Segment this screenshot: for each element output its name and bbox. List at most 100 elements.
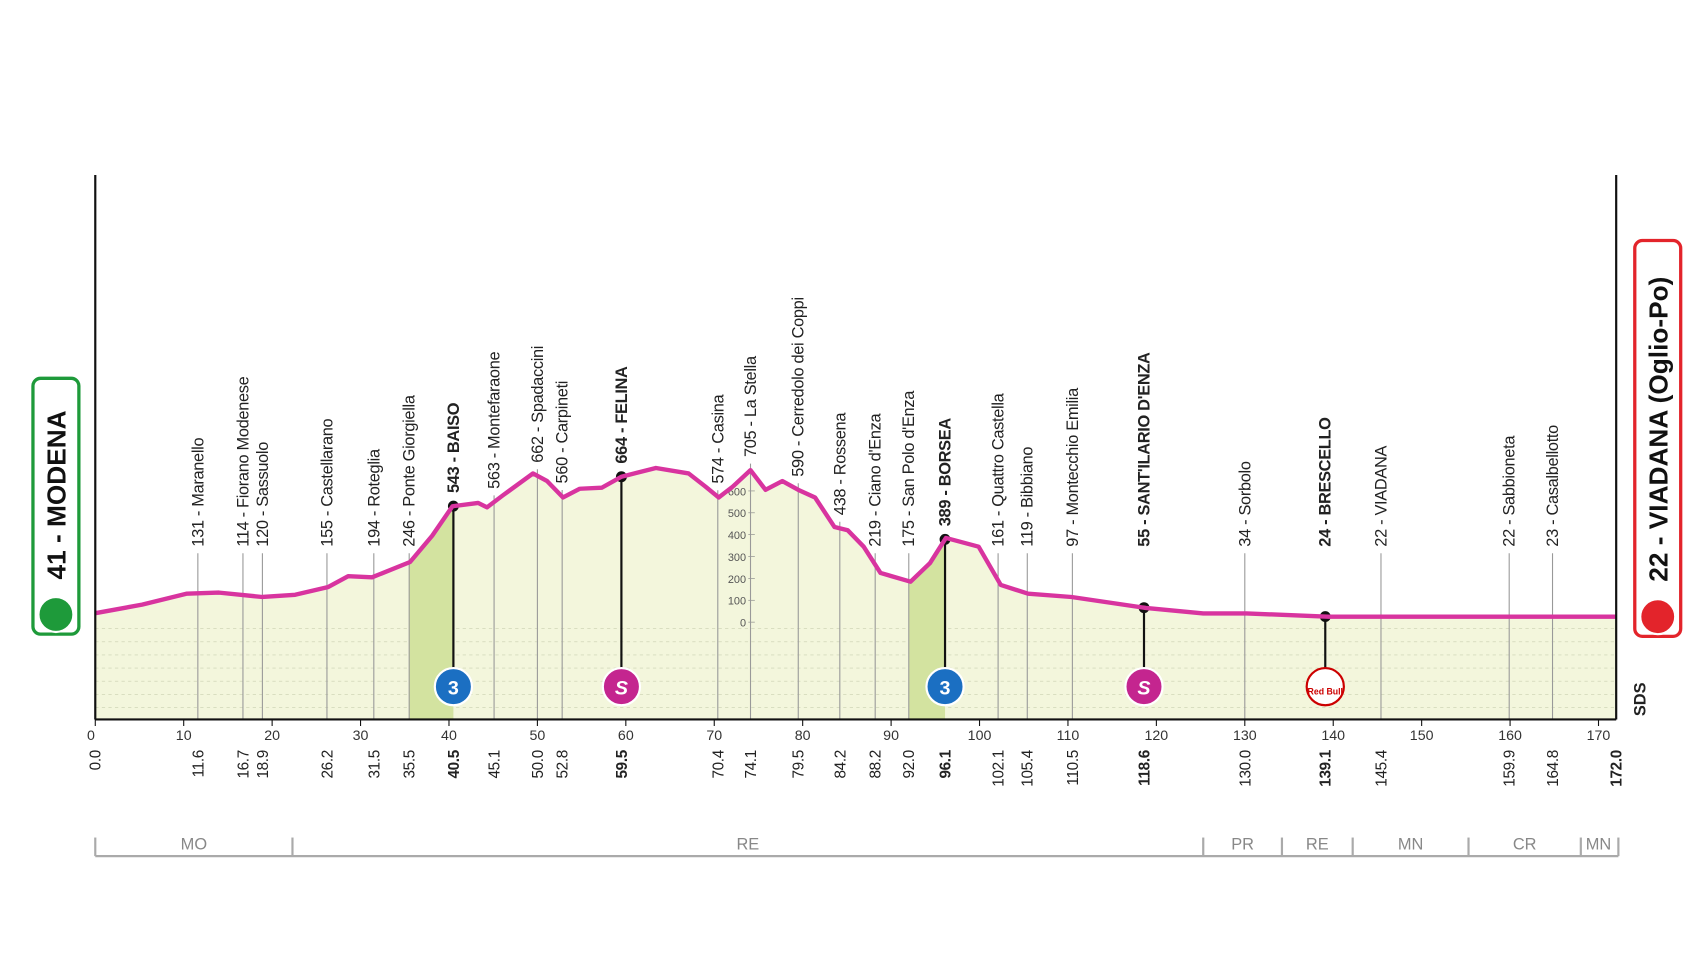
badge-sprint [1124,666,1164,707]
province-label: MN [1586,836,1612,854]
waypoint-label: 560 - Carpineti [554,381,572,484]
waypoint-km-label: 88.2 [868,750,885,778]
waypoint-label: 543 - BAISO [445,402,463,493]
badge-text: S [615,677,628,699]
x-tick-label: 160 [1498,728,1522,744]
start-label: 41 - MODENA [42,410,72,579]
badge-text: Red Bull [1308,686,1343,696]
waypoint-label: 194 - Roteglia [365,448,383,547]
waypoint-label: 55 - SANT'ILARIO D'ENZA [1135,352,1153,547]
waypoint-km-label: 84.2 [832,750,849,778]
waypoint-label: 662 - Spadaccini [529,346,547,463]
waypoint-km-label: 159.9 [1502,750,1519,787]
logo: SDS [1632,682,1650,716]
waypoint-label: 219 - Ciano d'Enza [867,412,885,546]
waypoint-km-label: 26.2 [319,750,336,778]
x-tick-label: 30 [353,728,369,744]
waypoint-label: 97 - Montecchio Emilia [1064,387,1082,547]
waypoint-km-label: 40.5 [446,749,463,778]
waypoint-label: 161 - Quattro Castella [990,392,1008,546]
profile-area [95,467,1617,720]
province-label: RE [736,836,759,854]
x-tick-label: 120 [1145,728,1169,744]
elevation-tick-label: 500 [728,508,746,520]
waypoint-label: 22 - VIADANA [1372,445,1390,546]
x-tick-label: 130 [1233,728,1257,744]
waypoint-km-label: 31.5 [366,750,383,778]
waypoint-label: 246 - Ponte Giorgiella [401,394,419,547]
finish-box [1633,238,1683,638]
province-label: PR [1231,836,1254,854]
waypoint-label: 23 - Casalbellotto [1544,425,1562,547]
x-tick-label: 90 [883,728,899,744]
waypoint-km-label: 164.8 [1545,750,1562,787]
waypoint-label: 131 - Maranello [189,438,207,547]
waypoint-km-label: 74.1 [743,750,760,778]
waypoint-km-label: 96.1 [938,749,955,778]
elevation-tick-label: 300 [728,552,746,564]
x-tick-label: 20 [264,728,280,744]
badge-bonus [1305,666,1345,707]
province-label: MN [1398,836,1424,854]
waypoint-label: 119 - Bibbiano [1019,447,1037,547]
waypoint-label: 664 - FELINA [613,366,631,464]
waypoint-label: 34 - Sorbolo [1236,461,1254,547]
waypoint-label: 22 - Sabbioneta [1501,435,1519,547]
x-tick-label: 50 [529,728,545,744]
waypoint-km-label: 139.1 [1318,749,1335,786]
waypoint-label: 155 - Castellarano [318,418,336,546]
waypoint-km-label: 118.6 [1136,750,1153,786]
start-icon [37,595,75,634]
waypoint-km-label: 105.4 [1020,749,1037,786]
province-label: RE [1306,836,1329,854]
waypoint-label: 590 - Cerredolo dei Coppi [790,297,808,477]
badge-kom [433,666,474,707]
waypoint-km-label: 92.0 [901,750,918,778]
waypoint-km-label: 16.7 [235,750,252,778]
waypoint-km-label: 50.0 [530,750,547,778]
x-tick-label: 0 [87,728,95,744]
waypoint-label: 175 - San Polo d'Enza [900,390,918,547]
x-tick-label: 140 [1321,728,1345,744]
x-tick-label: 60 [618,728,634,744]
badge-text: 3 [448,677,459,699]
waypoint-km-label: 45.1 [487,750,504,778]
waypoint-km-label: 102.1 [991,750,1008,787]
waypoint-km-label: 70.4 [710,749,727,778]
waypoint-km-label: 11.6 [190,750,207,777]
waypoint-label: 574 - Casina [709,393,727,483]
waypoint-label: 389 - BORSEA [937,418,955,527]
waypoint-km-label: 52.8 [555,750,572,778]
x-tick-label: 70 [706,728,722,744]
elevation-tick-label: 100 [728,596,746,608]
x-tick-label: 150 [1410,728,1434,744]
waypoint-km-label: 130.0 [1237,750,1254,787]
finish-label: 22 - VIADANA (Oglio-Po) [1644,277,1674,582]
badge-sprint [601,666,642,707]
waypoint-label: 563 - Montefaraone [486,352,504,489]
x-tick-label: 10 [176,728,192,744]
waypoint-km-label: 18.9 [255,750,272,778]
waypoint-label: 705 - La Stella [742,355,760,457]
climb-area [409,506,454,720]
waypoint-label: 24 - BRESCELLO [1317,417,1335,547]
start-km-label: 0.0 [88,750,105,770]
finish-km-label: 172.0 [1609,750,1626,787]
badge-kom [925,666,965,707]
x-tick-label: 170 [1587,728,1611,744]
elevation-tick-label: 400 [728,530,746,542]
badge-text: 3 [940,677,951,699]
waypoint-label: 120 - Sassuolo [254,442,272,547]
waypoint-km-label: 145.4 [1373,749,1390,786]
elevation-tick-label: 0 [740,618,746,630]
waypoint-label: 438 - Rossena [831,412,849,516]
waypoint-km-label: 35.5 [402,750,419,778]
finish-icon [1639,598,1677,636]
badge-text: S [1137,677,1150,699]
profile-line [94,465,1617,619]
waypoint-label: 114 - Fiorano Modenese [234,376,252,546]
x-tick-label: 40 [441,728,457,744]
